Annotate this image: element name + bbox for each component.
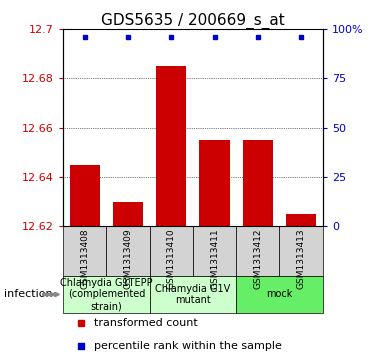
Text: transformed count: transformed count [94, 318, 198, 329]
Title: GDS5635 / 200669_s_at: GDS5635 / 200669_s_at [101, 13, 285, 29]
Bar [63, 226, 106, 276]
Text: GSM1313410: GSM1313410 [167, 228, 176, 289]
Bar [200, 140, 230, 226]
Bar [150, 226, 193, 276]
Bar [286, 214, 316, 226]
Bar [150, 276, 236, 313]
Bar [236, 226, 279, 276]
Text: infection: infection [4, 289, 52, 299]
Bar [106, 226, 150, 276]
Text: Chlamydia G1TEPP
(complemented
strain): Chlamydia G1TEPP (complemented strain) [60, 278, 152, 311]
Text: GSM1313408: GSM1313408 [80, 228, 89, 289]
Text: GSM1313411: GSM1313411 [210, 228, 219, 289]
Bar [63, 276, 150, 313]
Bar [113, 201, 143, 226]
Bar [70, 165, 100, 226]
Bar [279, 226, 323, 276]
Bar [193, 226, 236, 276]
Bar [236, 276, 323, 313]
Text: GSM1313413: GSM1313413 [297, 228, 306, 289]
Bar [156, 66, 187, 226]
Text: mock: mock [266, 289, 293, 299]
Text: Chlamydia G1V
mutant: Chlamydia G1V mutant [155, 284, 230, 305]
Text: GSM1313409: GSM1313409 [124, 228, 132, 289]
Text: percentile rank within the sample: percentile rank within the sample [94, 341, 282, 351]
Bar [243, 140, 273, 226]
Text: GSM1313412: GSM1313412 [253, 228, 262, 289]
